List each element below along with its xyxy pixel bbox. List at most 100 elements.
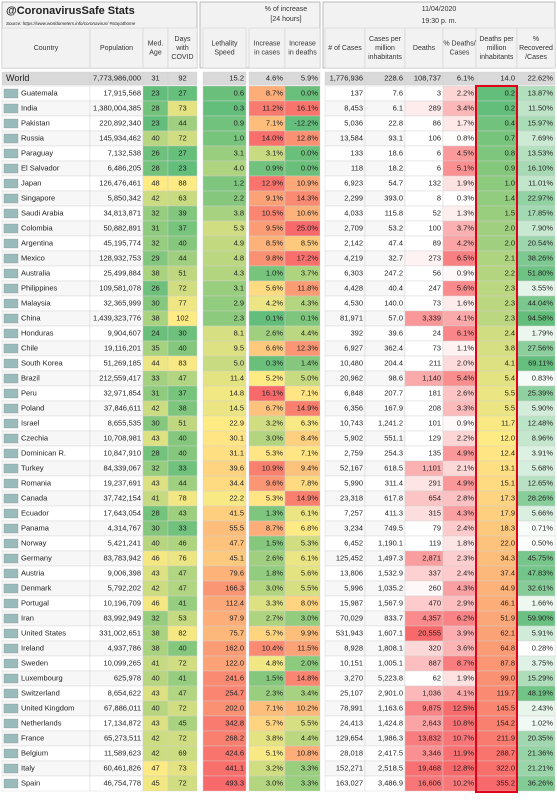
country: Russia (21, 133, 45, 142)
cell-text: 7.8% (301, 478, 318, 487)
cell-text: 4.6% (266, 73, 283, 82)
cell-text: 4.0 (234, 163, 244, 172)
cell-text: 247 (428, 283, 441, 292)
cell-text: 23 (178, 163, 186, 172)
cell-text: 7.1% (301, 388, 318, 397)
cell-text: 7.1% (266, 703, 283, 712)
cell-text: 37,846,611 (104, 403, 141, 412)
cell-text: 3,234 (344, 523, 363, 532)
cell-text: 392 (350, 328, 363, 337)
cell-text: 67,886,011 (104, 703, 141, 712)
cell-text: 0.2 (505, 88, 515, 97)
cell-text: 10.8% (453, 718, 475, 727)
cell-text: 72 (178, 658, 186, 667)
cell-text: 0.9% (266, 163, 283, 172)
cell-text: 41 (151, 658, 159, 667)
cell-text: 11,589,623 (104, 748, 141, 757)
cell-text: 7,132,538 (108, 148, 141, 157)
cell-text: 38 (151, 643, 159, 652)
cell-text: 51.9 (500, 613, 515, 622)
country: Netherlands (21, 718, 62, 727)
cell-text: 289 (428, 103, 441, 112)
cell-text: 25.0% (297, 223, 319, 232)
country: Pakistan (21, 118, 50, 127)
cell-text: 1,497.3 (378, 553, 403, 562)
cell-text: 362.4 (384, 343, 403, 352)
cell-text: 10.5% (262, 208, 284, 217)
cell-text: 6.1% (301, 508, 318, 517)
cell-text: 48.19% (528, 688, 554, 697)
cell-text: 97.9 (229, 613, 244, 622)
cell-text: 202.0 (225, 703, 244, 712)
cell-text: 36.26% (528, 778, 554, 787)
cell-text: 43 (151, 568, 159, 577)
cell-text: 8,655,535 (108, 418, 141, 427)
cell-text: 46 (151, 598, 159, 607)
cell-text: 0.1% (266, 313, 283, 322)
cell-text: 2.4% (457, 568, 474, 577)
cell-text: 11.4 (230, 373, 244, 382)
cell-text: 73 (433, 343, 441, 352)
cell-text: 3.7% (301, 268, 318, 277)
column-header: Lethality Speed (211, 40, 238, 56)
header-cell (1, 27, 91, 69)
cell-text: 37 (178, 388, 186, 397)
cell-text: 1,607.1 (378, 628, 403, 637)
cell-text: 22.2 (229, 493, 244, 502)
cell-text: 1,101 (422, 463, 441, 472)
time: 19:30 p. m. (421, 18, 456, 25)
cell-text: 22.0 (500, 538, 515, 547)
flag (3, 493, 19, 504)
cell-text: 108,737 (414, 73, 441, 82)
header-cell (516, 27, 556, 69)
cell-text: 72 (178, 778, 186, 787)
cell-text: 10.9% (297, 178, 319, 187)
cell-text: 40 (151, 703, 159, 712)
country: United States (21, 628, 66, 637)
cell-text: 45.75% (528, 553, 554, 562)
cell-text: 2.0 (505, 238, 515, 247)
cell-text: 5.7% (266, 718, 283, 727)
cell-text: 749.5 (384, 523, 403, 532)
cell-text: 40 (178, 643, 186, 652)
cell-text: 5.3 (234, 223, 244, 232)
cell-text: 32 (151, 208, 159, 217)
country: Australia (21, 268, 51, 277)
cell-text: 8,453 (344, 103, 363, 112)
cell-text: 8.7% (266, 88, 283, 97)
cell-text: 5,792,202 (108, 583, 141, 592)
cell-text: 5,902 (344, 433, 363, 442)
cell-text: 20.54% (528, 238, 554, 247)
cell-text: 47 (178, 568, 186, 577)
cell-text: 15.1 (500, 478, 515, 487)
cell-text: 112.4 (226, 598, 244, 607)
cell-text: 2,299 (344, 193, 363, 202)
cell-text: 5.0 (234, 358, 244, 367)
cell-text: 35 (151, 343, 159, 352)
country: Philippines (21, 283, 58, 292)
cell-text: 6.6% (266, 343, 283, 352)
cell-text: 4.8% (266, 658, 283, 667)
flag (3, 313, 19, 324)
cell-text: 8.7% (266, 523, 283, 532)
cell-text: 9,006,398 (108, 568, 141, 577)
cell-text: 45,195,774 (103, 238, 141, 247)
cell-text: 1.3% (266, 508, 283, 517)
cell-text: 9.8% (266, 253, 283, 262)
cell-text: 19,468 (418, 763, 441, 772)
cell-text: 2,643 (422, 718, 441, 727)
flag (3, 163, 19, 174)
flag (3, 433, 19, 444)
cell-text: 41.5 (229, 508, 244, 517)
cell-text: 2.3% (457, 553, 474, 562)
flag (3, 358, 19, 369)
cell-text: 4.2% (266, 298, 283, 307)
cell-text: 4,314,767 (108, 523, 141, 532)
flag (3, 208, 19, 219)
cell-text: 37 (178, 223, 186, 232)
cell-text: 11.50% (528, 103, 553, 112)
cell-text: 41 (178, 673, 186, 682)
country: El Salvador (21, 163, 60, 172)
source: Source: https://www.worldometers.info/co… (6, 21, 136, 26)
country: Israel (21, 418, 40, 427)
